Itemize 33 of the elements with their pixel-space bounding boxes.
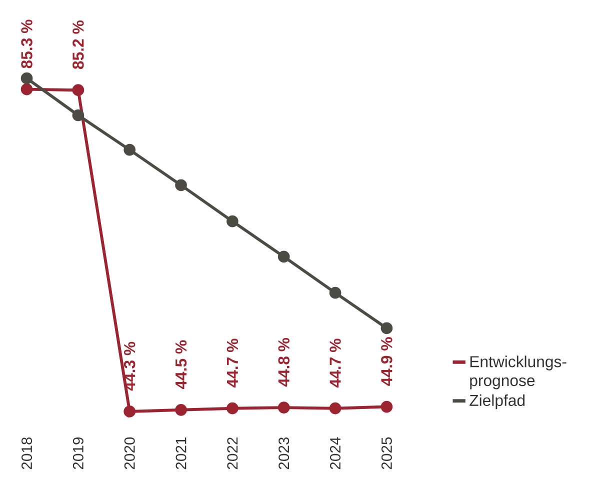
point: [72, 84, 84, 96]
point: [124, 406, 136, 418]
x-tick-label: 2025: [381, 437, 392, 470]
x-tick-label: 2020: [124, 437, 135, 470]
point: [20, 83, 33, 96]
point: [380, 322, 393, 334]
point: [329, 286, 342, 299]
point: [175, 179, 187, 192]
point: [226, 215, 238, 228]
point: [124, 144, 136, 156]
point: [72, 109, 84, 122]
x-tick-label: 2023: [278, 437, 290, 470]
x-tick-label: 2021: [176, 438, 186, 470]
data-label: 44.8 %: [278, 338, 290, 387]
x-tick-label: 2022: [227, 438, 238, 470]
data-label: 44.7 %: [226, 338, 238, 388]
point: [329, 402, 342, 414]
data-label: 85.3 %: [21, 20, 32, 68]
point: [278, 402, 290, 414]
legend-label: Entwicklungs-prognose: [470, 356, 566, 390]
x-tick-label: 2024: [330, 437, 341, 470]
point: [380, 400, 393, 413]
data-label: 44.5 %: [175, 340, 187, 390]
point: [226, 402, 238, 414]
x-tick-label: 2018: [22, 437, 32, 470]
point: [278, 250, 290, 263]
point: [20, 72, 33, 84]
point: [175, 404, 187, 416]
legend-label: Zielpfad: [470, 394, 525, 410]
data-label: 44.7 %: [330, 338, 341, 388]
x-tick-label: 2019: [72, 438, 84, 470]
data-label: 85.2 %: [72, 20, 84, 69]
data-label: 44.9 %: [381, 337, 392, 386]
